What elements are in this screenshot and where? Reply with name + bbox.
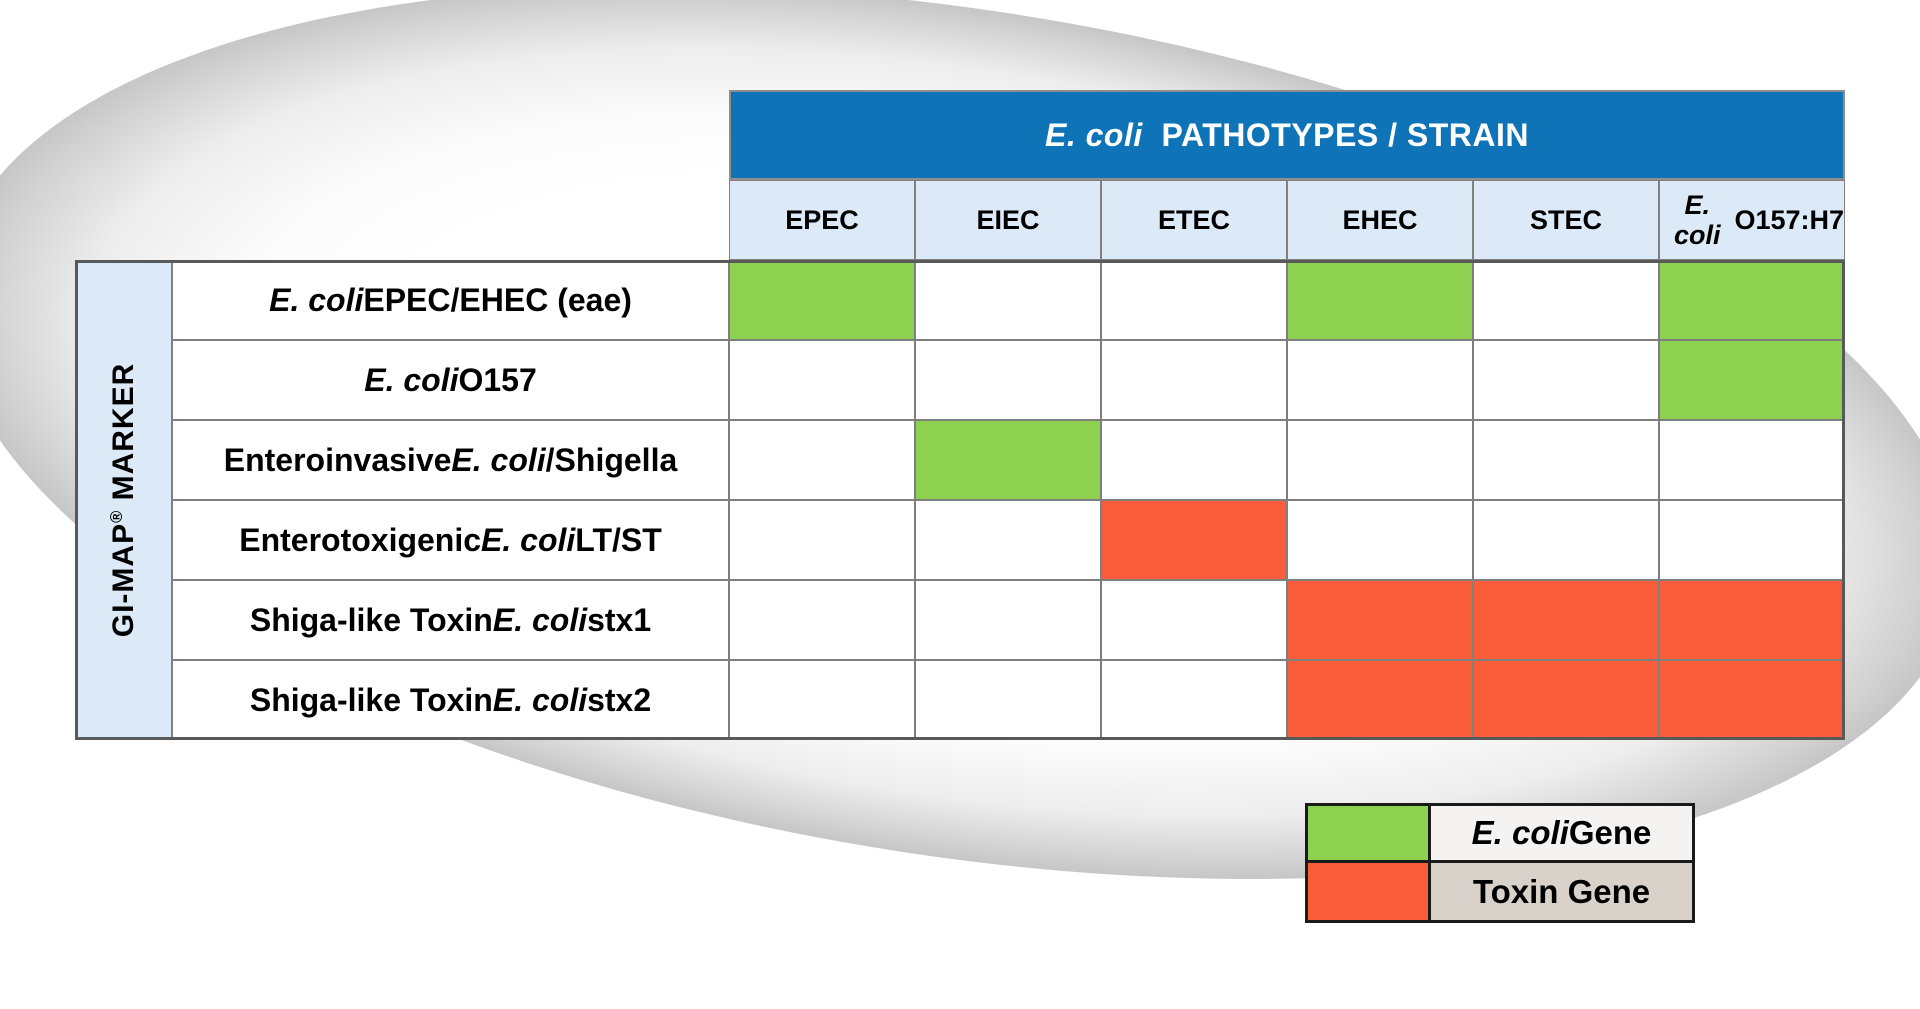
column-header-epec: EPEC	[729, 180, 915, 260]
matrix-cell	[1659, 260, 1845, 340]
column-header-eiec: EIEC	[915, 180, 1101, 260]
matrix-cell	[729, 260, 915, 340]
gimap-marker-label: GI-MAP® MARKER	[106, 362, 140, 638]
matrix-cell	[1659, 500, 1845, 580]
matrix-cell	[1101, 660, 1287, 740]
matrix-cell	[915, 660, 1101, 740]
gimap-marker-sidebar: GI-MAP® MARKER	[75, 260, 172, 740]
column-header-stec: STEC	[1473, 180, 1659, 260]
row-label-enterotoxigenic-ltst: Enterotoxigenic E. coli LT/ST	[172, 500, 729, 580]
matrix-cell	[1473, 340, 1659, 420]
matrix-cell	[1659, 580, 1845, 660]
matrix-cell	[1659, 660, 1845, 740]
matrix-cell	[915, 260, 1101, 340]
matrix-cell	[915, 580, 1101, 660]
matrix-cell	[1287, 500, 1473, 580]
matrix-cell	[729, 340, 915, 420]
column-header-etec: ETEC	[1101, 180, 1287, 260]
legend: E. coli Gene Toxin Gene	[1305, 803, 1695, 923]
matrix-cell	[1101, 500, 1287, 580]
matrix-cell	[1473, 580, 1659, 660]
matrix-cell	[1473, 260, 1659, 340]
matrix-cell	[1659, 340, 1845, 420]
matrix-cell	[1101, 260, 1287, 340]
matrix-cell	[729, 420, 915, 500]
row-label-shiga-toxin-stx2: Shiga-like Toxin E. coli stx2	[172, 660, 729, 740]
matrix-cell	[915, 420, 1101, 500]
row-label-enteroinvasive-shigella: Enteroinvasive E. coli/Shigella	[172, 420, 729, 500]
row-label-ecoli-o157: E. coli O157	[172, 340, 729, 420]
matrix-cell	[1659, 420, 1845, 500]
legend-label-ecoli-gene: E. coli Gene	[1431, 806, 1692, 863]
pathotype-matrix-table: E. coli PATHOTYPES / STRAIN EPEC EIEC ET…	[75, 90, 1845, 740]
matrix-cell	[1287, 340, 1473, 420]
matrix-cell	[729, 580, 915, 660]
matrix-cell	[1101, 340, 1287, 420]
row-label-epec-ehec-eae: E. coli EPEC/EHEC (eae)	[172, 260, 729, 340]
legend-label-toxin-gene: Toxin Gene	[1431, 863, 1692, 920]
matrix-cell	[1473, 420, 1659, 500]
column-header-ecoli-o157h7: E. coli O157:H7	[1659, 180, 1845, 260]
matrix-cell	[915, 340, 1101, 420]
column-header-ehec: EHEC	[1287, 180, 1473, 260]
matrix-cell	[1101, 580, 1287, 660]
matrix-cell	[915, 500, 1101, 580]
legend-swatch-ecoli-gene	[1308, 806, 1431, 863]
matrix-cell	[1473, 660, 1659, 740]
legend-swatch-toxin-gene	[1308, 863, 1431, 920]
matrix-cell	[1287, 660, 1473, 740]
row-label-shiga-toxin-stx1: Shiga-like Toxin E. coli stx1	[172, 580, 729, 660]
matrix-cell	[1287, 260, 1473, 340]
matrix-cell	[1287, 420, 1473, 500]
matrix-cell	[729, 500, 915, 580]
matrix-cell	[1287, 580, 1473, 660]
matrix-cell	[729, 660, 915, 740]
table-title: E. coli PATHOTYPES / STRAIN	[729, 90, 1845, 180]
matrix-cell	[1473, 500, 1659, 580]
matrix-cell	[1101, 420, 1287, 500]
